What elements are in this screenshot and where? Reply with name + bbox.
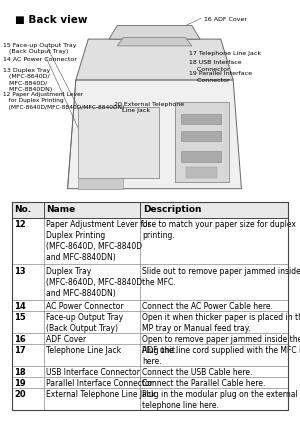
Text: 15 Face-up Output Tray
   (Back Output Tray): 15 Face-up Output Tray (Back Output Tray… bbox=[3, 42, 76, 54]
Polygon shape bbox=[68, 80, 76, 189]
Text: 17: 17 bbox=[14, 346, 26, 355]
Text: 16: 16 bbox=[14, 335, 26, 344]
Bar bbox=[12, 300, 288, 311]
Bar bbox=[12, 218, 288, 264]
Text: Open it when thicker paper is placed in the
MP tray or Manual feed tray.: Open it when thicker paper is placed in … bbox=[142, 313, 300, 333]
Polygon shape bbox=[78, 178, 124, 189]
Text: Description: Description bbox=[143, 205, 201, 215]
Text: Face-up Output Tray
(Back Output Tray): Face-up Output Tray (Back Output Tray) bbox=[46, 313, 123, 333]
Text: AC Power Connector: AC Power Connector bbox=[46, 302, 123, 311]
Bar bbox=[12, 202, 288, 218]
Text: 20 External Telephone
    Line Jack: 20 External Telephone Line Jack bbox=[114, 102, 184, 113]
Text: 19: 19 bbox=[14, 379, 26, 388]
Bar bbox=[12, 377, 288, 388]
Polygon shape bbox=[182, 131, 221, 141]
Text: 12 Paper Adjustment Lever
   for Duplex Printing
   (MFC-8640D/MFC-8840D/MFC-884: 12 Paper Adjustment Lever for Duplex Pri… bbox=[3, 92, 124, 110]
Text: USB Interface Connector: USB Interface Connector bbox=[46, 368, 140, 377]
Text: ADF Cover: ADF Cover bbox=[46, 335, 86, 344]
Text: ■ Back view: ■ Back view bbox=[15, 15, 88, 25]
Text: Plug the line cord supplied with the MFC into
here.: Plug the line cord supplied with the MFC… bbox=[142, 346, 300, 366]
Text: 16 ADF Cover: 16 ADF Cover bbox=[204, 17, 247, 22]
Polygon shape bbox=[76, 39, 233, 80]
Polygon shape bbox=[78, 107, 159, 178]
Text: Slide out to remove paper jammed inside
the MFC.: Slide out to remove paper jammed inside … bbox=[142, 266, 300, 286]
Bar bbox=[12, 344, 288, 366]
Text: Name: Name bbox=[46, 205, 75, 215]
Text: 19 Parallel Interface
    Connector: 19 Parallel Interface Connector bbox=[189, 71, 252, 83]
Polygon shape bbox=[117, 37, 192, 46]
Text: Connect the AC Power Cable here.: Connect the AC Power Cable here. bbox=[142, 302, 273, 311]
Bar bbox=[12, 333, 288, 344]
Bar bbox=[12, 202, 288, 218]
Text: 15: 15 bbox=[14, 313, 26, 322]
Text: 20: 20 bbox=[14, 390, 26, 399]
Text: 18 USB Interface
    Connector: 18 USB Interface Connector bbox=[189, 60, 242, 72]
Text: Connect the Parallel Cable here.: Connect the Parallel Cable here. bbox=[142, 379, 266, 388]
Polygon shape bbox=[182, 151, 221, 162]
Text: Telephone Line Jack: Telephone Line Jack bbox=[46, 346, 121, 355]
Text: 14: 14 bbox=[14, 302, 26, 311]
Bar bbox=[12, 388, 288, 410]
Text: Duplex Tray
(MFC-8640D, MFC-8840D
and MFC-8840DN): Duplex Tray (MFC-8640D, MFC-8840D and MF… bbox=[46, 266, 142, 298]
Text: 13 Duplex Tray
   (MFC-8640D/
   MFC-8840D/
   MFC-8840DN): 13 Duplex Tray (MFC-8640D/ MFC-8840D/ MF… bbox=[3, 68, 52, 92]
Bar bbox=[12, 366, 288, 377]
Bar bbox=[12, 311, 288, 333]
Polygon shape bbox=[175, 102, 229, 182]
Text: Paper Adjustment Lever for
Duplex Printing
(MFC-8640D, MFC-8840D
and MFC-8840DN): Paper Adjustment Lever for Duplex Printi… bbox=[46, 220, 150, 263]
Bar bbox=[12, 202, 288, 410]
Text: 12: 12 bbox=[14, 220, 26, 229]
Text: 13: 13 bbox=[14, 266, 26, 275]
Text: 14 AC Power Connector: 14 AC Power Connector bbox=[3, 57, 77, 62]
Text: External Telephone Line Jack: External Telephone Line Jack bbox=[46, 390, 155, 399]
Text: Connect the USB Cable here.: Connect the USB Cable here. bbox=[142, 368, 253, 377]
Text: Parallel Interface Connector: Parallel Interface Connector bbox=[46, 379, 152, 388]
Text: Open to remove paper jammed inside the
ADF unit.: Open to remove paper jammed inside the A… bbox=[142, 335, 300, 355]
Polygon shape bbox=[185, 167, 217, 178]
Bar bbox=[12, 264, 288, 300]
Text: No.: No. bbox=[14, 205, 32, 215]
Polygon shape bbox=[182, 114, 221, 124]
Polygon shape bbox=[109, 26, 200, 39]
Text: 17 Telephone Line Jack: 17 Telephone Line Jack bbox=[189, 51, 261, 56]
Polygon shape bbox=[68, 80, 242, 189]
Text: Use to match your paper size for duplex
printing.: Use to match your paper size for duplex … bbox=[142, 220, 296, 240]
Text: Plug in the modular plug on the external
telephone line here.: Plug in the modular plug on the external… bbox=[142, 390, 298, 410]
Text: 18: 18 bbox=[14, 368, 26, 377]
